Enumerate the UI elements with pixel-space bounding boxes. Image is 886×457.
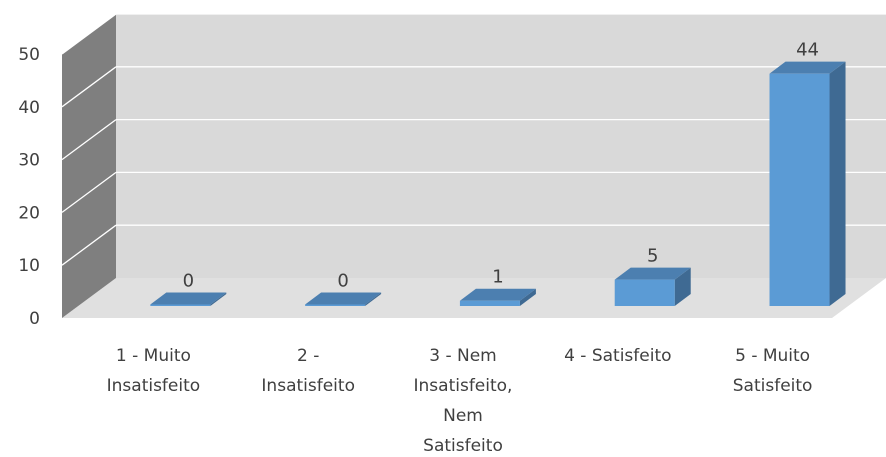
category-label-line: Nem: [443, 406, 483, 426]
bar: [770, 62, 846, 306]
y-tick-label: 0: [29, 309, 40, 329]
category-label: 3 - Nem Insatisfeito, Nem Satisfeito: [414, 346, 513, 456]
category-label: 5 - Muito Satisfeito: [733, 346, 813, 396]
bar-front: [615, 280, 675, 306]
bar-front: [770, 74, 830, 306]
y-tick-label: 50: [18, 45, 40, 65]
data-label: 5: [647, 246, 658, 267]
y-tick-label: 10: [18, 256, 40, 276]
category-labels: 1 - Muito Insatisfeito 2 - Insatisfeito 3 - …: [107, 346, 813, 456]
category-label-line: Insatisfeito,: [414, 376, 513, 396]
category-label-line: 2 -: [297, 346, 319, 366]
bar: [615, 268, 691, 306]
bar-front: [305, 305, 365, 307]
category-label-line: Satisfeito: [423, 436, 503, 456]
category-label: 4 - Satisfeito: [564, 346, 671, 366]
category-label-line: 3 - Nem: [429, 346, 497, 366]
bar-front: [460, 301, 520, 306]
category-label-line: 5 - Muito: [735, 346, 810, 366]
bar-side: [830, 62, 846, 306]
category-label: 1 - Muito Insatisfeito: [107, 346, 201, 396]
bar-front: [150, 305, 210, 307]
y-tick-label: 40: [18, 98, 40, 118]
y-tick-label: 30: [18, 151, 40, 171]
category-label: 2 - Insatisfeito: [261, 346, 355, 396]
side-wall: [62, 14, 116, 318]
category-label-line: 1 - Muito: [116, 346, 191, 366]
category-label-line: Satisfeito: [733, 376, 813, 396]
data-label: 44: [796, 40, 819, 61]
data-label: 0: [337, 271, 348, 292]
y-tick-label: 20: [18, 203, 40, 223]
data-label: 0: [183, 271, 194, 292]
data-label: 1: [492, 267, 503, 288]
category-label-line: 4 - Satisfeito: [564, 346, 671, 366]
category-label-line: Insatisfeito: [261, 376, 355, 396]
category-label-line: Insatisfeito: [107, 376, 201, 396]
y-axis-ticks: 0 10 20 30 40 50: [18, 45, 40, 329]
